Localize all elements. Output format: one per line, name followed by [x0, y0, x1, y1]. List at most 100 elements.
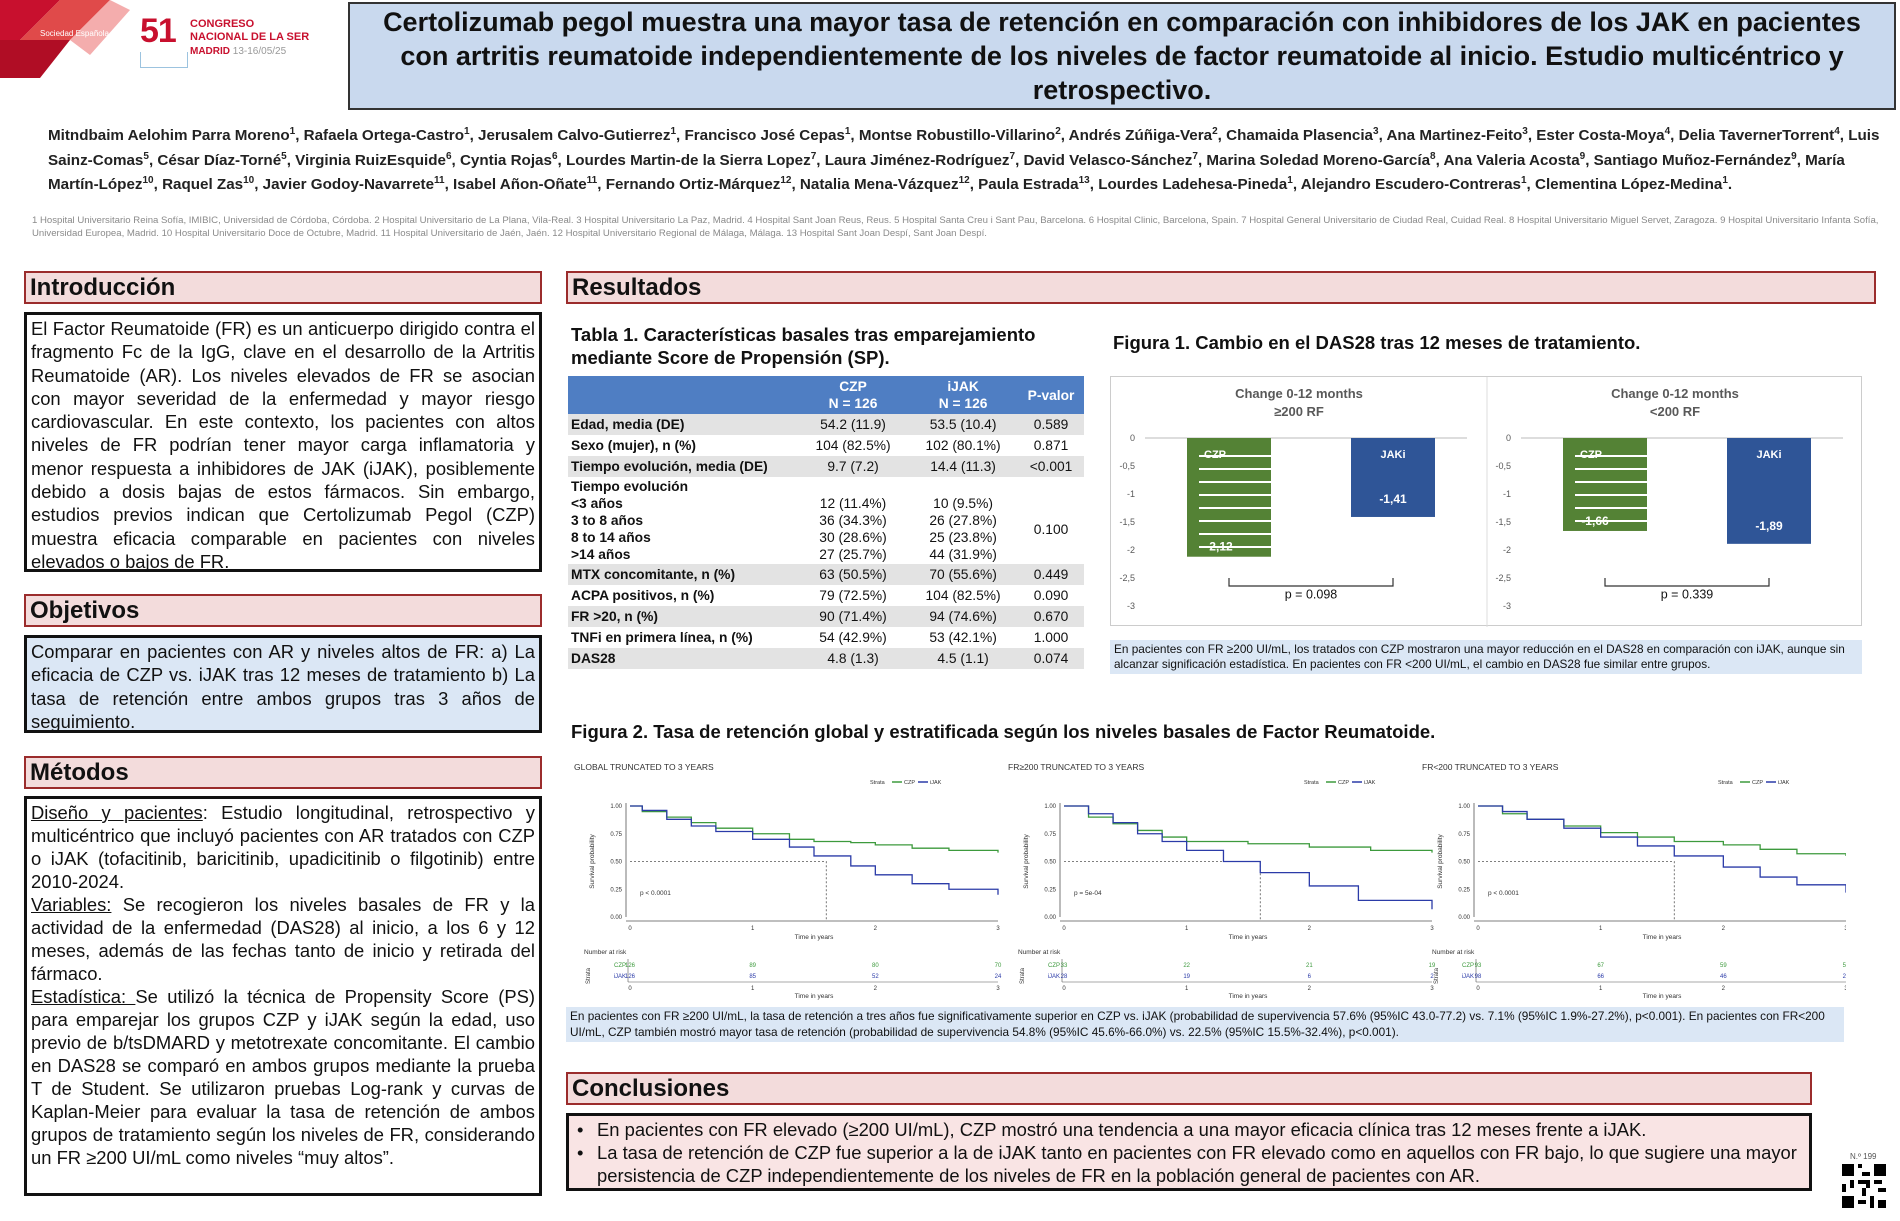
table-cell-pvalue: <0.001 [1018, 456, 1084, 477]
bar-y-tick-label: -3 [1127, 601, 1135, 611]
km-x-tick-label: 2 [874, 926, 878, 932]
congress-frame-decoration [140, 52, 188, 68]
km-risk-ijak-label: iJAK [1462, 974, 1474, 980]
figure2-area: GLOBAL TRUNCATED TO 3 YEARS Strata CZP iJAK… [568, 752, 1850, 1004]
km-curve-czp [1064, 805, 1433, 853]
km-risk-strata-label: Strata [1020, 967, 1026, 984]
congress-dates: 13-16/05/25 [232, 46, 287, 57]
km-x-tick-label: 0 [1476, 926, 1480, 932]
table-cell-czp: 90 (71.4%) [798, 606, 909, 627]
bar-y-tick-label: -0,5 [1119, 461, 1135, 471]
km-risk-czp-value: 70 [995, 963, 1002, 969]
km-x-axis-label: Time in years [1229, 934, 1269, 941]
km-risk-czp-value: 21 [1306, 963, 1313, 969]
km-risk-x-tick: 1 [1599, 986, 1603, 992]
congress-word-1: CONGRESO [190, 18, 255, 30]
bar-chart-subtitle: <200 RF [1650, 404, 1700, 419]
km-risk-ijak-value: 52 [872, 974, 879, 980]
bar-jaki [1351, 438, 1435, 517]
km-risk-table-label: Number at risk [584, 949, 627, 956]
table-cell-czp: 104 (82.5%) [815, 438, 891, 453]
km-risk-strata-label: Strata [586, 967, 592, 984]
figure2-title: Figura 2. Tasa de retención global y est… [571, 721, 1436, 742]
km-x-tick-label: 0 [628, 926, 632, 932]
bar-category-label: JAKi [1756, 449, 1781, 461]
km-risk-czp-label: CZP [1462, 963, 1474, 969]
bar-y-tick-label: -1,5 [1495, 517, 1511, 527]
bar-pvalue: p = 0.339 [1661, 588, 1714, 602]
km-median-line [630, 861, 827, 921]
bar-y-tick-label: -3 [1503, 601, 1511, 611]
km-risk-x-axis-label: Time in years [1229, 993, 1269, 1000]
km-x-axis-label: Time in years [1643, 934, 1683, 941]
km-risk-ijak-label: iJAK [1048, 974, 1060, 980]
methods-variables-text: Se recogieron los niveles basales de FR … [31, 894, 535, 984]
table-header-pvalue: P-valor [1018, 376, 1084, 414]
baseline-table: CZP N = 126 iJAK N = 126 P-valor Edad, med… [568, 376, 1084, 669]
methods-stats-text: Se utilizó la técnica de Propensity Scor… [31, 986, 536, 1168]
km-risk-czp-value: 89 [749, 963, 756, 969]
table-row: DAS28 4.8 (1.3) 4.5 (1.1) 0.074 [568, 648, 1084, 669]
km-legend-czp: CZP [1752, 780, 1763, 786]
km-y-axis-label: Survival probability [1023, 833, 1030, 888]
table-title: Tabla 1. Características basales tras em… [571, 324, 1036, 368]
bar-y-tick-label: -2 [1503, 545, 1511, 555]
km-legend-strata: Strata [1718, 780, 1734, 786]
table-cell-czp: 12 (11.4%) 36 (34.3%) 30 (28.6%) 27 (25.7%) [819, 496, 887, 562]
bar-y-tick-label: 0 [1506, 433, 1511, 443]
congress-city: MADRID [190, 46, 230, 57]
km-risk-ijak-label: iJAK [614, 974, 626, 980]
title-box: Certolizumab pegol muestra una mayor tas… [348, 2, 1896, 110]
km-x-tick-label: 2 [1722, 926, 1726, 932]
congress-number: 51 [140, 12, 177, 50]
table-cell-ijak: 94 (74.6%) [908, 606, 1019, 627]
km-risk-czp-value: 80 [872, 963, 879, 969]
km-y-tick-label: 0.00 [1044, 915, 1056, 921]
table-cell-ijak: 10 (9.5%) 26 (27.8%) 25 (23.8%) 44 (31.9%) [929, 496, 997, 562]
table-cell-czp: 54.2 (11.9) [798, 414, 909, 435]
table-cell-label: Tiempo evolución <3 años 3 to 8 años 8 to 1… [571, 479, 689, 562]
km-risk-strata-label: Strata [1434, 967, 1440, 984]
km-risk-czp-label: CZP [1048, 963, 1060, 969]
bar-y-tick-label: -1 [1127, 489, 1135, 499]
bar-y-tick-label: -0,5 [1495, 461, 1511, 471]
table-header-empty [568, 376, 798, 414]
km-y-tick-label: 0.25 [1458, 887, 1470, 893]
km-y-tick-label: 0.00 [1458, 915, 1470, 921]
poster-title: Certolizumab pegol muestra una mayor tas… [383, 7, 1861, 105]
figure1-chart: Change 0-12 months ≥200 RF 0 -0,5 -1 -1,5 -2 -2… [1119, 377, 1843, 627]
table-cell-ijak: 53 (42.1%) [929, 630, 997, 645]
km-risk-ijak-value: 28 [1061, 974, 1068, 980]
bar-chart-subtitle: ≥200 RF [1274, 404, 1324, 419]
km-pvalue: p < 0.0001 [640, 890, 671, 897]
km-risk-x-tick: 1 [751, 986, 755, 992]
congress-word: CONGRESO NACIONAL DE LA SER [190, 18, 309, 44]
conclusions-heading: Conclusiones [566, 1072, 1812, 1105]
km-risk-czp-value: 19 [1429, 963, 1436, 969]
km-risk-czp-label: CZP [614, 963, 626, 969]
table-cell-czp: 9.7 (7.2) [798, 456, 909, 477]
bar-chart-title: Change 0-12 months [1235, 386, 1363, 401]
methods-stats-label: Estadística: [31, 986, 136, 1007]
ser-logo-text: Sociedad Española de Reumatología [40, 29, 130, 38]
figure1-frame: Change 0-12 months ≥200 RF 0 -0,5 -1 -1,5 -2 -2… [1110, 376, 1862, 627]
km-y-tick-label: 0.25 [610, 887, 622, 893]
bar-category-label: JAKi [1380, 449, 1405, 461]
km-legend-strata: Strata [870, 780, 886, 786]
table-row: ACPA positivos, n (%) 79 (72.5%) 104 (82.5… [568, 585, 1084, 606]
km-y-axis-label: Survival probability [589, 833, 596, 888]
km-curve-ijak [1064, 805, 1433, 910]
km-pvalue: p < 0.0001 [1488, 890, 1519, 897]
km-risk-ijak-value: 126 [625, 974, 636, 980]
qr-code[interactable] [1842, 1163, 1886, 1209]
km-risk-ijak-value: 98 [1475, 974, 1482, 980]
objectives-heading: Objetivos [24, 594, 542, 627]
table-header-czp: CZP N = 126 [798, 376, 909, 414]
km-risk-table-label: Number at risk [1432, 949, 1475, 956]
table-cell-label: Edad, media (DE) [568, 414, 798, 435]
km-x-tick-label: 1 [1599, 926, 1603, 932]
affiliations: 1 Hospital Universitario Reina Sofía, IM… [32, 215, 1879, 239]
table-cell-label: DAS28 [568, 648, 798, 669]
table-cell-czp: 79 (72.5%) [819, 588, 887, 603]
bar-y-tick-label: -1,5 [1119, 517, 1135, 527]
